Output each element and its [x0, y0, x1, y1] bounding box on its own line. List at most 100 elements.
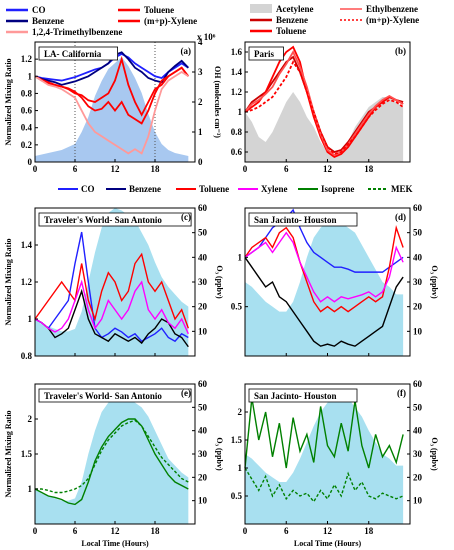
- ytick-label: 1: [28, 484, 33, 494]
- y2tick-label: 30: [413, 277, 423, 287]
- area-o3: [245, 220, 404, 356]
- series-toluene: [244, 224, 404, 313]
- xlabel: Local Time (Hours): [81, 539, 149, 548]
- ytick-label: 1: [28, 71, 33, 81]
- y2tick-label: 10: [198, 326, 208, 336]
- shared-legend-label: Toluene: [199, 184, 229, 194]
- panel-title-box: [248, 388, 358, 403]
- panel-title: San Jacinto- Houston: [254, 215, 337, 225]
- ytick-label: 0.6: [21, 106, 33, 116]
- legend-a-label: (m+p)-Xylene: [144, 16, 197, 26]
- panel-title: Traveler's World- San Antonio: [44, 391, 162, 401]
- y2tick-label: 20: [198, 472, 208, 482]
- y2tick-label: 60: [413, 203, 423, 213]
- series-benzene: [34, 288, 189, 348]
- series-toluene: [34, 252, 189, 329]
- series-xylene: [244, 231, 404, 303]
- panel-title-box: [38, 46, 118, 61]
- panel-title-box: [38, 388, 192, 403]
- xlabel: Local Time (Hours): [294, 539, 362, 548]
- ytick-label: 1: [238, 252, 243, 262]
- y2tick-label: 20: [198, 302, 208, 312]
- y2tick-label: 40: [413, 426, 423, 436]
- ylabel-o3: O₃ (ppbv): [430, 437, 439, 471]
- series--m-p-xylene: [244, 60, 404, 156]
- y2tick-label: 10: [198, 496, 208, 506]
- y2tick-label: 50: [198, 228, 208, 238]
- y2tick-label: 2: [198, 97, 203, 107]
- series-benzene: [244, 256, 404, 347]
- panel-label: (f): [397, 388, 406, 398]
- legend-b-swatch: [250, 4, 272, 13]
- xtick-label: 18: [364, 164, 374, 174]
- ytick-label: 1.5: [21, 449, 33, 459]
- xtick-label: 12: [323, 526, 333, 536]
- ytick-label: 0.6: [231, 147, 243, 157]
- ytick-label: 2: [28, 414, 33, 424]
- shared-legend-label: Isoprene: [321, 184, 354, 194]
- ytick-label: 0.2: [21, 140, 33, 150]
- y2tick-label: 30: [413, 449, 423, 459]
- panel-d: [244, 207, 411, 357]
- area-o3: [245, 395, 404, 524]
- series-isoprene: [34, 418, 189, 506]
- legend-a-label: Toluene: [144, 5, 174, 15]
- panel-a: [34, 41, 196, 163]
- panel-title-box: [248, 46, 284, 61]
- ytick-label: 0.8: [231, 127, 243, 137]
- xtick-label: 6: [284, 164, 289, 174]
- y2tick-label: 60: [198, 203, 208, 213]
- xtick-label: 12: [111, 526, 121, 536]
- legend-b-label: Toluene: [276, 26, 306, 36]
- ylabel-o3: O₃ (ppbv): [215, 265, 224, 299]
- ytick-label: 0.8: [21, 351, 33, 361]
- y2tick-label: 10: [413, 326, 423, 336]
- panel-c: [34, 207, 196, 357]
- series-mek: [244, 467, 404, 503]
- xtick-label: 6: [73, 526, 78, 536]
- series--m-p-xylene: [34, 66, 190, 125]
- ytick-label: 0.4: [21, 123, 33, 133]
- ylabel: Normalized Mixing Ratio: [4, 410, 13, 497]
- panel-e: [34, 383, 196, 525]
- panel-label: (c): [181, 212, 191, 222]
- panel-label: (e): [181, 388, 191, 398]
- ytick-label: 1.2: [21, 54, 33, 64]
- ytick-label: 0.5: [231, 491, 243, 501]
- y2tick-label: 0: [198, 157, 203, 167]
- y2tick-label: 20: [413, 302, 423, 312]
- y2-exponent: x 10⁶: [197, 32, 216, 42]
- ytick-label: 0: [28, 157, 33, 167]
- legend-a-label: Benzene: [32, 16, 64, 26]
- ytick-label: 1.2: [21, 277, 33, 287]
- ylabel: Normalized Mixing Ratio: [4, 58, 13, 145]
- xtick-label: 18: [151, 164, 161, 174]
- legend-b-label: Ethylbenzene: [366, 4, 418, 14]
- series-mek: [35, 419, 189, 494]
- y2tick-label: 60: [413, 379, 423, 389]
- series-co: [34, 231, 189, 343]
- panel-f: [244, 383, 411, 525]
- panel-title-box: [38, 212, 192, 227]
- y2tick-label: 40: [198, 426, 208, 436]
- xtick-label: 6: [73, 164, 78, 174]
- xtick-label: 18: [151, 526, 161, 536]
- ytick-label: 1: [28, 314, 33, 324]
- ytick-label: 1.4: [231, 67, 243, 77]
- y2tick-label: 40: [413, 252, 423, 262]
- y2tick-label: 50: [198, 402, 208, 412]
- series-xylene: [34, 279, 189, 335]
- y2tick-label: 30: [198, 449, 208, 459]
- legend-a-label: CO: [32, 5, 46, 15]
- panel-title: LA- California: [44, 49, 102, 59]
- y2tick-label: 3: [198, 67, 203, 77]
- panel-title: Traveler's World- San Antonio: [44, 215, 162, 225]
- xtick-label: 0: [33, 526, 38, 536]
- area-o3: [35, 208, 189, 356]
- y2tick-label: 40: [198, 252, 208, 262]
- y2tick-label: 20: [413, 472, 423, 482]
- ytick-label: 0.5: [231, 302, 243, 312]
- panel-label: (a): [181, 46, 192, 56]
- series-1-2-4-trimethylbenzene: [34, 70, 189, 155]
